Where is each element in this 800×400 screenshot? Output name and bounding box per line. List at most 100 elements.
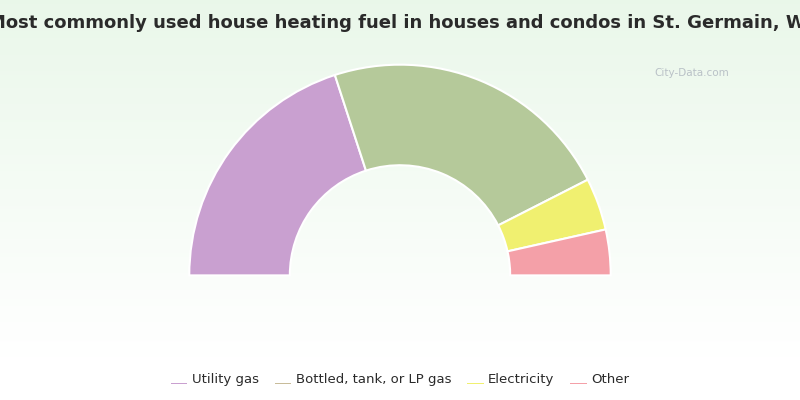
- Bar: [0, 340, 800, 342]
- Bar: [0, 362, 800, 364]
- Bar: [0, 196, 800, 198]
- Bar: [0, 60, 800, 62]
- Bar: [0, 277, 800, 278]
- Bar: [0, 151, 800, 153]
- Bar: [0, 313, 800, 315]
- Bar: [0, 308, 800, 310]
- Bar: [0, 106, 800, 107]
- Bar: [0, 58, 800, 60]
- Bar: [0, 49, 800, 51]
- Bar: [0, 149, 800, 151]
- Bar: [0, 40, 800, 42]
- Bar: [0, 0, 800, 2]
- Bar: [0, 67, 800, 69]
- Bar: [0, 330, 800, 331]
- Bar: [0, 342, 800, 344]
- Bar: [0, 168, 800, 169]
- Bar: [0, 148, 800, 149]
- Bar: [0, 193, 800, 195]
- Bar: [0, 160, 800, 162]
- Text: City-Data.com: City-Data.com: [654, 68, 730, 78]
- Bar: [0, 315, 800, 317]
- Bar: [0, 6, 800, 7]
- Bar: [0, 351, 800, 353]
- Bar: [0, 282, 800, 284]
- Bar: [0, 229, 800, 231]
- Bar: [0, 104, 800, 106]
- Bar: [0, 93, 800, 95]
- Bar: [0, 326, 800, 328]
- Bar: [0, 324, 800, 326]
- Bar: [0, 4, 800, 6]
- Bar: [0, 180, 800, 182]
- Bar: [0, 246, 800, 248]
- Bar: [0, 291, 800, 293]
- Bar: [0, 38, 800, 40]
- Bar: [0, 120, 800, 122]
- Bar: [0, 84, 800, 86]
- Bar: [0, 176, 800, 178]
- Bar: [0, 264, 800, 266]
- Bar: [0, 24, 800, 26]
- Bar: [0, 115, 800, 116]
- Bar: [0, 288, 800, 289]
- Bar: [0, 133, 800, 135]
- Bar: [0, 251, 800, 253]
- Legend: Utility gas, Bottled, tank, or LP gas, Electricity, Other: Utility gas, Bottled, tank, or LP gas, E…: [166, 367, 634, 391]
- Bar: [0, 360, 800, 362]
- Bar: [0, 195, 800, 196]
- Bar: [0, 184, 800, 186]
- Bar: [0, 169, 800, 171]
- Bar: [0, 235, 800, 237]
- Bar: [0, 13, 800, 14]
- Bar: [0, 156, 800, 158]
- Bar: [0, 7, 800, 9]
- Bar: [0, 116, 800, 118]
- Bar: [0, 284, 800, 286]
- Bar: [0, 98, 800, 100]
- Bar: [0, 42, 800, 44]
- Bar: [0, 186, 800, 188]
- Bar: [0, 182, 800, 184]
- Bar: [0, 244, 800, 246]
- Bar: [0, 206, 800, 208]
- Bar: [0, 358, 800, 360]
- Bar: [0, 302, 800, 304]
- Bar: [0, 298, 800, 300]
- Bar: [0, 191, 800, 193]
- Bar: [0, 353, 800, 355]
- Bar: [0, 33, 800, 34]
- Bar: [0, 76, 800, 78]
- Bar: [0, 155, 800, 156]
- Bar: [0, 96, 800, 98]
- Bar: [0, 75, 800, 76]
- Bar: [0, 47, 800, 49]
- Bar: [0, 295, 800, 297]
- Bar: [0, 238, 800, 240]
- Bar: [0, 69, 800, 71]
- Bar: [0, 338, 800, 340]
- Bar: [0, 73, 800, 75]
- Bar: [0, 136, 800, 138]
- Bar: [0, 260, 800, 262]
- Bar: [0, 122, 800, 124]
- Bar: [0, 14, 800, 16]
- Bar: [0, 333, 800, 335]
- Bar: [0, 304, 800, 306]
- Bar: [0, 335, 800, 337]
- Bar: [0, 226, 800, 228]
- Bar: [0, 56, 800, 58]
- Bar: [0, 233, 800, 235]
- Bar: [0, 278, 800, 280]
- Bar: [0, 9, 800, 11]
- Bar: [0, 198, 800, 200]
- Bar: [0, 318, 800, 320]
- Bar: [0, 209, 800, 211]
- Bar: [0, 262, 800, 264]
- Bar: [0, 237, 800, 238]
- Bar: [0, 213, 800, 215]
- Bar: [0, 55, 800, 56]
- Bar: [0, 11, 800, 13]
- Bar: [0, 266, 800, 268]
- Bar: [0, 34, 800, 36]
